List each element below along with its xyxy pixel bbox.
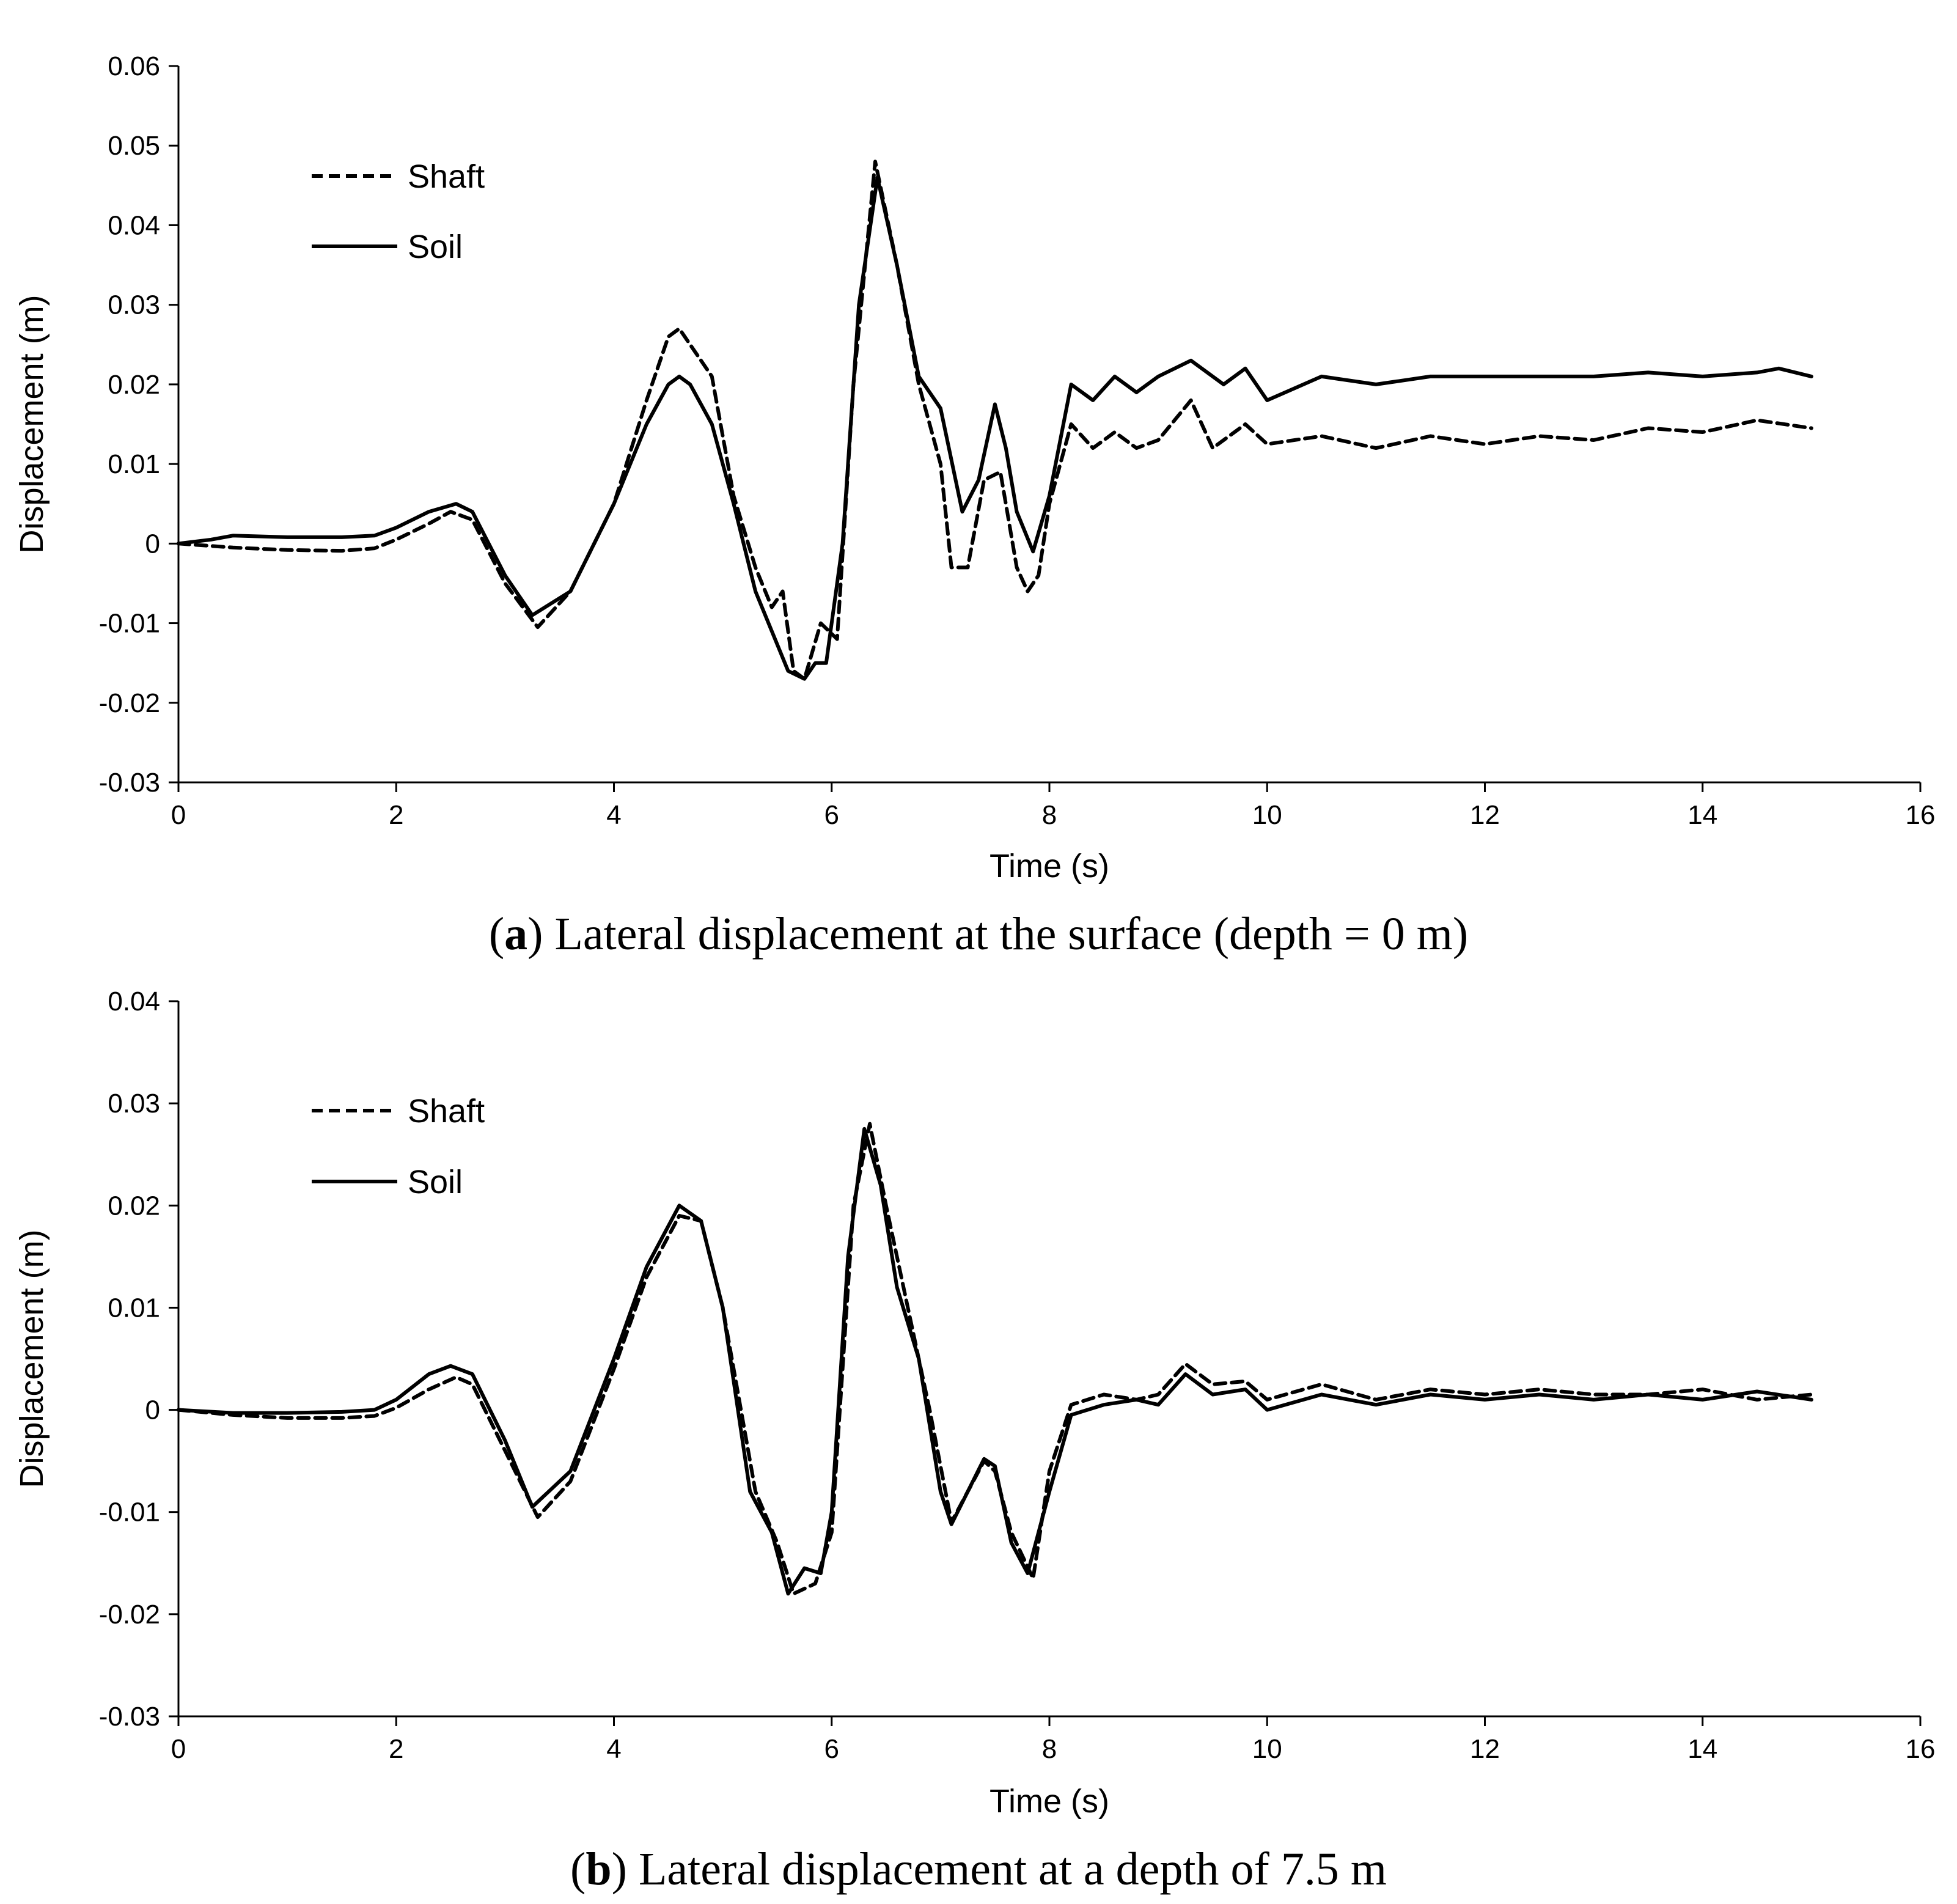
y-tick-label: 0.04 — [108, 210, 160, 240]
x-axis-title-a: Time (s) — [990, 848, 1109, 884]
y-tick-label: -0.02 — [99, 688, 160, 718]
legend-label-soil: Soil — [408, 1164, 463, 1200]
y-axis-title-a: Displacement (m) — [13, 295, 50, 553]
series-line-shaft — [177, 1122, 1813, 1596]
y-tick-label: 0.02 — [108, 370, 160, 400]
y-ticks-a: -0.03 -0.02 -0.01 0 0.01 0.02 0.03 0.04 0.05 0.06 — [99, 51, 178, 798]
x-tick-label: 10 — [1252, 1734, 1282, 1764]
series-group-b — [177, 1122, 1813, 1596]
y-tick-label: 0.05 — [108, 131, 160, 161]
legend-label-shaft: Shaft — [408, 158, 485, 195]
x-tick-label: 0 — [171, 1734, 186, 1764]
caption-open-paren: ( — [570, 1843, 586, 1895]
x-tick-label: 8 — [1042, 800, 1057, 830]
x-tick-label: 12 — [1470, 1734, 1500, 1764]
x-tick-label: 16 — [1906, 800, 1936, 830]
x-tick-label: 14 — [1687, 1734, 1717, 1764]
x-tick-label: 14 — [1687, 800, 1717, 830]
y-tick-label: -0.01 — [99, 609, 160, 639]
x-axis-title-b: Time (s) — [990, 1783, 1109, 1820]
y-tick-label: 0 — [145, 529, 160, 559]
legend-a: Shaft Soil — [312, 158, 485, 265]
caption-open-paren: ( — [489, 908, 504, 960]
y-tick-label: -0.01 — [99, 1498, 160, 1527]
chart-panel-b: -0.03 -0.02 -0.01 0 0.01 0.02 0.03 0.04 0 2 4 6 8 10… — [13, 987, 1935, 1895]
y-tick-label: 0.06 — [108, 51, 160, 81]
y-tick-label: 0.03 — [108, 1089, 160, 1119]
x-tick-label: 8 — [1042, 1734, 1057, 1764]
y-tick-label: 0.03 — [108, 290, 160, 320]
y-tick-label: 0.04 — [108, 987, 160, 1016]
y-tick-label: 0.02 — [108, 1191, 160, 1221]
y-tick-label: 0.01 — [108, 1293, 160, 1323]
caption-b: (b) Lateral displacement at a depth of 7… — [570, 1843, 1387, 1895]
legend-label-soil: Soil — [408, 229, 463, 265]
y-ticks-b: -0.03 -0.02 -0.01 0 0.01 0.02 0.03 0.04 — [99, 987, 178, 1732]
y-tick-label: -0.03 — [99, 1702, 160, 1732]
x-tick-label: 2 — [389, 1734, 403, 1764]
x-ticks-a: 0 2 4 6 8 10 12 14 16 — [171, 782, 1936, 830]
y-tick-label: 0 — [145, 1395, 160, 1425]
caption-a: (a) Lateral displacement at the surface … — [489, 908, 1468, 960]
chart-panel-a: -0.03 -0.02 -0.01 0 0.01 0.02 0.03 0.04 0.05 0.06… — [13, 51, 1935, 960]
x-tick-label: 0 — [171, 800, 186, 830]
caption-letter: b — [586, 1843, 611, 1895]
x-ticks-b: 0 2 4 6 8 10 12 14 16 — [171, 1716, 1936, 1764]
caption-text: ) Lateral displacement at a depth of 7.5… — [612, 1843, 1387, 1895]
legend-label-shaft: Shaft — [408, 1093, 485, 1130]
y-tick-label: 0.01 — [108, 449, 160, 479]
y-tick-label: -0.02 — [99, 1600, 160, 1630]
caption-letter: a — [504, 908, 527, 960]
x-tick-label: 6 — [824, 800, 839, 830]
y-tick-label: -0.03 — [99, 768, 160, 798]
x-tick-label: 2 — [389, 800, 403, 830]
legend-b: Shaft Soil — [312, 1093, 485, 1200]
series-group-a — [177, 160, 1813, 681]
series-line-soil — [177, 175, 1813, 681]
x-tick-label: 16 — [1906, 1734, 1936, 1764]
x-tick-label: 6 — [824, 1734, 839, 1764]
x-tick-label: 12 — [1470, 800, 1500, 830]
series-line-soil — [177, 1127, 1813, 1596]
x-tick-label: 4 — [606, 800, 621, 830]
caption-text: ) Lateral displacement at the surface (d… — [527, 908, 1468, 960]
x-tick-label: 4 — [606, 1734, 621, 1764]
x-tick-label: 10 — [1252, 800, 1282, 830]
y-axis-title-b: Displacement (m) — [13, 1229, 50, 1488]
